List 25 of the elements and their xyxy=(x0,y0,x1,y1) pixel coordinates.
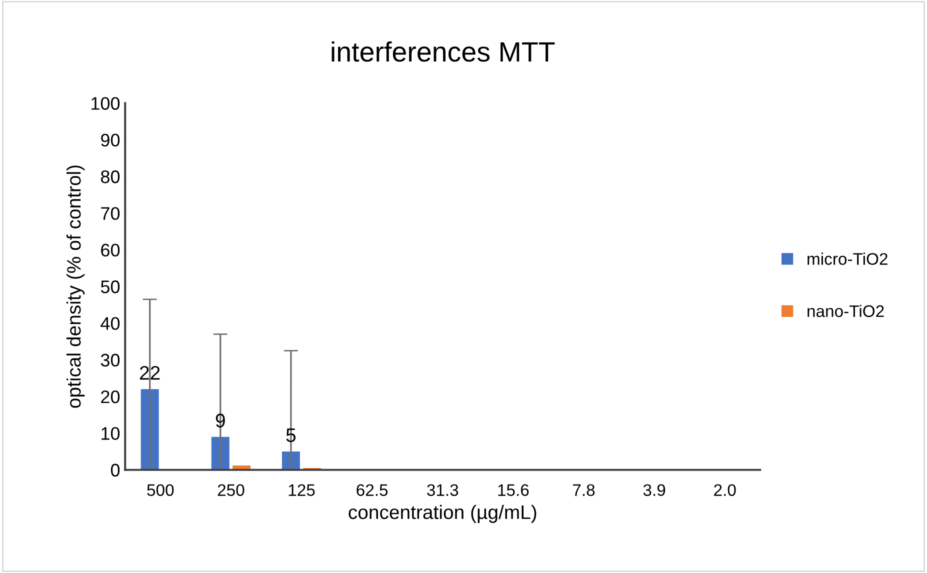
x-tick-label: 250 xyxy=(218,484,244,496)
x-tick-label: 62.5 xyxy=(356,484,388,496)
y-tick-label: 60 xyxy=(101,244,120,257)
y-axis-title: optical density (% of control) xyxy=(66,166,85,408)
x-tick-label: 15.6 xyxy=(498,484,529,496)
y-tick-label: 100 xyxy=(92,97,120,110)
y-tick-label: 70 xyxy=(101,207,120,220)
y-tick-label: 40 xyxy=(100,317,120,330)
y-tick-label: 90 xyxy=(101,134,120,147)
y-tick-label: 20 xyxy=(101,390,120,404)
legend-label: micro-TiO2 xyxy=(808,252,888,265)
y-tick-label: 10 xyxy=(102,427,120,440)
y-tick-label: 30 xyxy=(100,354,120,367)
y-tick-label: 0 xyxy=(110,464,120,477)
x-axis-title: concentration (µg/mL) xyxy=(348,504,536,523)
x-tick-label: 31.3 xyxy=(427,484,458,496)
y-tick-label: 80 xyxy=(100,170,120,184)
x-tick-label: 3.9 xyxy=(643,484,666,496)
x-tick-label: 7.8 xyxy=(573,484,595,496)
x-tick-label: 125 xyxy=(288,484,315,496)
y-tick-label: 50 xyxy=(100,280,120,294)
legend-label: nano-TiO2 xyxy=(808,304,884,318)
x-tick-label: 2.0 xyxy=(714,484,736,496)
chart-title: interferences MTT xyxy=(332,41,555,62)
x-tick-label: 500 xyxy=(147,484,174,496)
